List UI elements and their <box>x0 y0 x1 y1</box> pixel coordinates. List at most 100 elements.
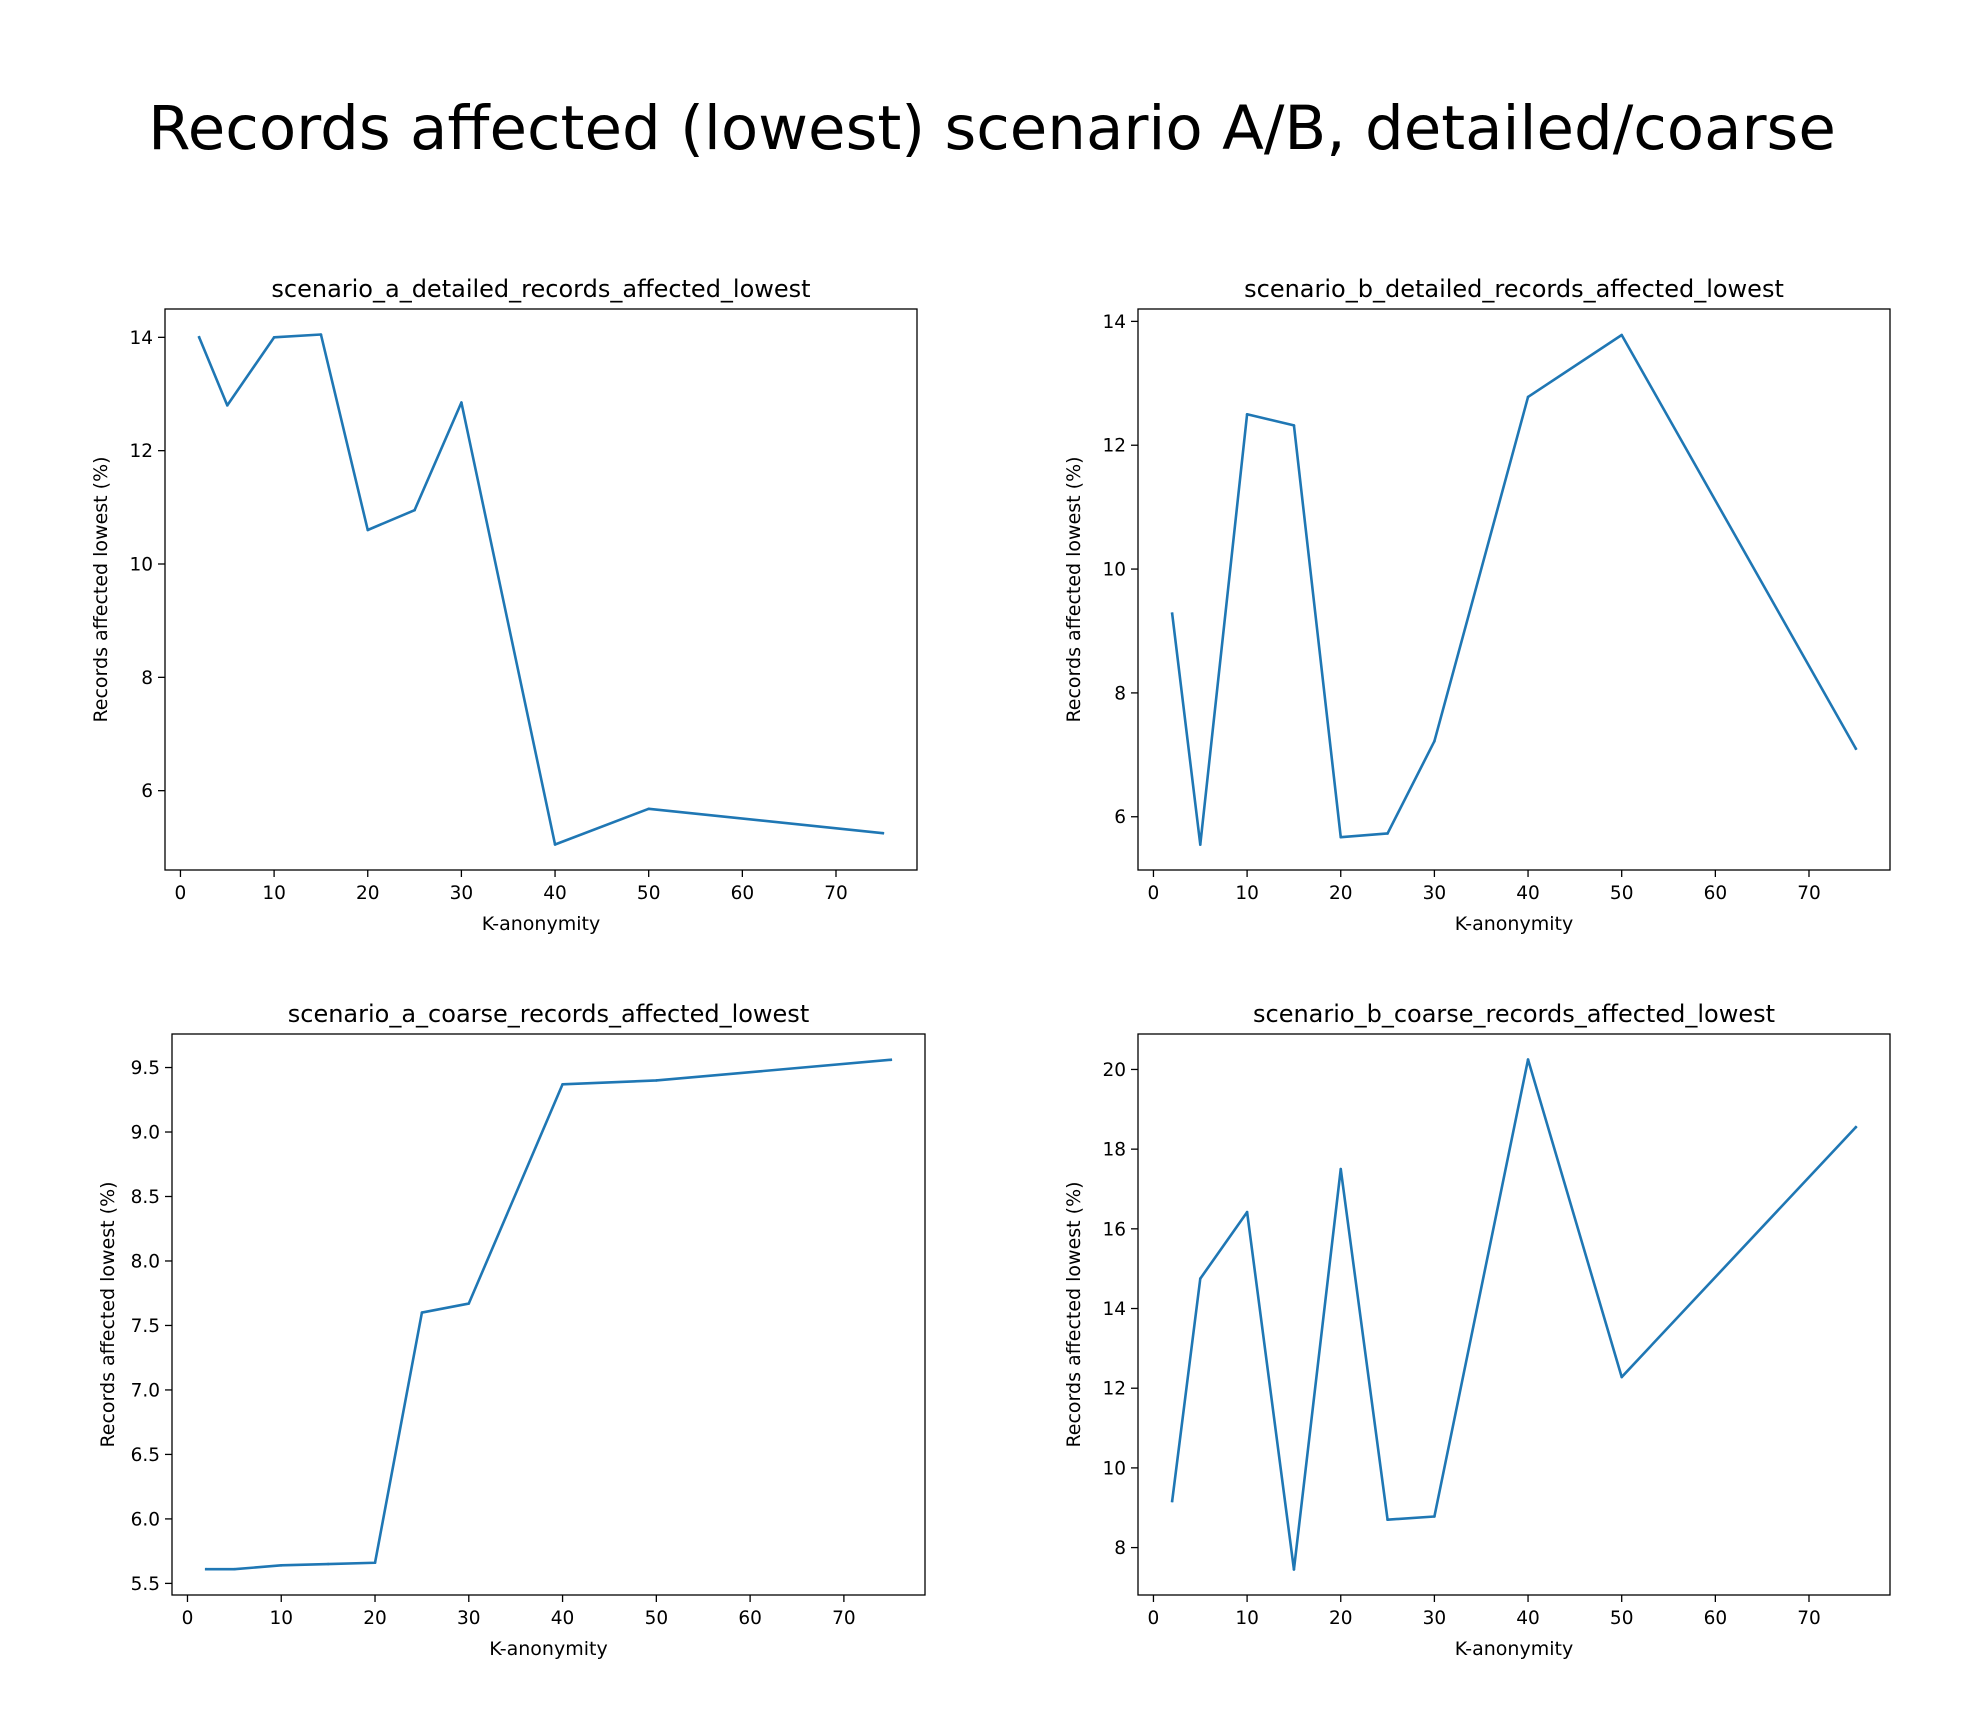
subplot-title: scenario_b_detailed_records_affected_low… <box>1244 275 1784 303</box>
y-tick-label: 7.0 <box>131 1380 160 1401</box>
y-tick-label: 8 <box>141 668 153 689</box>
x-tick-label: 30 <box>450 883 474 904</box>
x-tick-label: 10 <box>1235 1608 1259 1629</box>
x-axis-label: K-anonymity <box>482 913 600 935</box>
y-tick-label: 9.0 <box>131 1123 160 1144</box>
x-tick-label: 0 <box>182 1608 194 1629</box>
x-tick-label: 70 <box>1797 1608 1821 1629</box>
data-point <box>413 508 416 512</box>
x-tick-label: 0 <box>1148 883 1160 904</box>
axes-frame <box>1137 1033 1891 1596</box>
x-tick-label: 70 <box>832 1608 856 1629</box>
data-point <box>1433 739 1436 743</box>
y-tick-label: 8 <box>1114 1538 1126 1559</box>
x-tick-label: 20 <box>363 1608 387 1629</box>
y-tick-label: 14 <box>1102 1299 1126 1320</box>
data-point <box>366 528 370 532</box>
data-point <box>1292 1568 1296 1571</box>
y-tick-label: 6 <box>141 781 153 802</box>
y-tick-label: 8.5 <box>131 1187 160 1208</box>
data-point <box>1620 333 1623 337</box>
data-point <box>279 1564 283 1567</box>
x-tick-label: 70 <box>824 883 848 904</box>
x-tick-label: 20 <box>1329 883 1353 904</box>
x-tick-label: 30 <box>1423 1608 1447 1629</box>
x-tick-label: 10 <box>262 883 286 904</box>
y-tick-label: 20 <box>1102 1060 1126 1081</box>
series-line <box>1170 333 1858 846</box>
x-tick-label: 30 <box>457 1608 481 1629</box>
data-point <box>1526 1058 1530 1061</box>
data-point <box>225 404 229 407</box>
data-point <box>1620 1375 1623 1379</box>
x-tick-label: 20 <box>356 883 380 904</box>
y-tick-label: 12 <box>129 441 153 462</box>
series-line <box>204 1058 893 1571</box>
x-tick-label: 0 <box>1148 1608 1160 1629</box>
y-tick-label: 5.5 <box>131 1574 160 1595</box>
axes-frame <box>171 1033 926 1596</box>
x-tick-label: 40 <box>1516 1608 1540 1629</box>
x-tick-label: 40 <box>543 883 567 904</box>
x-tick-label: 60 <box>731 883 755 904</box>
x-tick-label: 50 <box>1610 883 1634 904</box>
y-tick-label: 12 <box>1102 436 1126 457</box>
x-tick-label: 10 <box>1235 883 1259 904</box>
data-point <box>553 843 557 846</box>
data-point <box>1854 1125 1858 1129</box>
subplot-title: scenario_a_coarse_records_affected_lowes… <box>288 1000 809 1028</box>
data-point <box>197 336 201 339</box>
x-tick-label: 30 <box>1423 883 1447 904</box>
x-axis-label: K-anonymity <box>1455 913 1573 935</box>
data-point <box>1170 612 1174 615</box>
figure-title: Records affected (lowest) scenario A/B, … <box>148 93 1836 164</box>
subplot-title: scenario_a_detailed_records_affected_low… <box>271 275 810 303</box>
y-tick-label: 6.5 <box>131 1445 160 1466</box>
data-point <box>1198 1277 1202 1280</box>
y-tick-label: 9.5 <box>131 1058 160 1079</box>
data-point <box>1386 1518 1389 1521</box>
subplot-title: scenario_b_coarse_records_affected_lowes… <box>1253 1000 1775 1028</box>
x-tick-label: 50 <box>1610 1608 1634 1629</box>
series-line <box>1170 1058 1858 1571</box>
data-point <box>204 1567 208 1571</box>
y-tick-label: 8 <box>1114 683 1126 704</box>
data-point <box>1433 1515 1436 1518</box>
axes-frame <box>1137 308 1891 871</box>
y-tick-label: 18 <box>1102 1140 1126 1161</box>
x-tick-label: 60 <box>1704 883 1728 904</box>
data-point <box>881 831 885 835</box>
y-tick-label: 6.0 <box>131 1509 160 1530</box>
subplot-scenario-a-detailed: scenario_a_detailed_records_affected_low… <box>90 275 918 935</box>
y-tick-label: 14 <box>1102 312 1126 333</box>
data-point <box>1339 835 1343 839</box>
data-point <box>272 336 276 339</box>
data-point <box>889 1058 893 1062</box>
y-tick-label: 12 <box>1102 1379 1126 1400</box>
data-point <box>1526 395 1530 399</box>
data-point <box>1170 1499 1174 1503</box>
x-axis-label: K-anonymity <box>1455 1638 1573 1660</box>
y-tick-label: 10 <box>1102 560 1126 581</box>
y-axis-label: Records affected lowest (%) <box>1063 1181 1085 1447</box>
subplot-scenario-b-detailed: scenario_b_detailed_records_affected_low… <box>1063 275 1891 935</box>
y-tick-label: 16 <box>1102 1219 1126 1240</box>
y-axis-label: Records affected lowest (%) <box>90 456 112 722</box>
y-tick-label: 10 <box>1102 1458 1126 1479</box>
x-tick-label: 50 <box>637 883 661 904</box>
y-tick-label: 14 <box>129 328 153 349</box>
x-tick-label: 40 <box>1516 883 1540 904</box>
x-tick-label: 0 <box>175 883 187 904</box>
y-axis-label: Records affected lowest (%) <box>97 1181 119 1447</box>
data-point <box>233 1567 236 1571</box>
data-point <box>647 807 650 811</box>
data-point <box>1854 747 1858 750</box>
data-point <box>655 1079 658 1082</box>
y-tick-label: 6 <box>1114 807 1126 828</box>
subplot-scenario-a-coarse: scenario_a_coarse_records_affected_lowes… <box>97 1000 926 1660</box>
x-tick-label: 60 <box>738 1608 762 1629</box>
data-point <box>1198 843 1202 846</box>
data-point <box>467 1302 471 1305</box>
x-tick-label: 60 <box>1704 1608 1728 1629</box>
